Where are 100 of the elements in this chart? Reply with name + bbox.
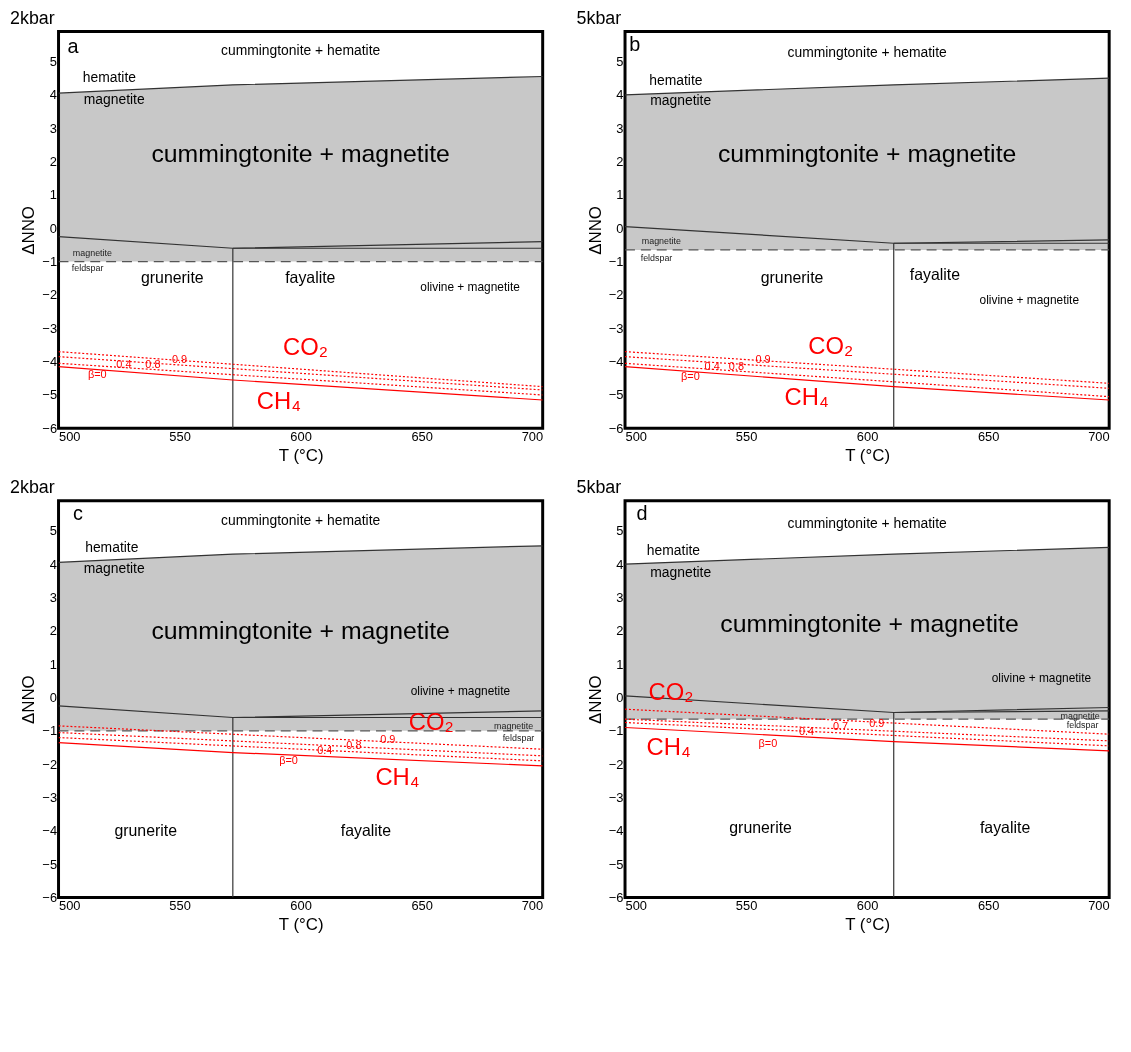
annotation: magnetite [650, 564, 712, 581]
y-axis-title: ΔNNO [585, 675, 605, 725]
x-tick-label: 650 [411, 428, 433, 444]
annotation: 0.8 [145, 357, 161, 370]
y-tick-label: −3 [608, 320, 624, 336]
y-tick-label: 5 [616, 53, 624, 69]
y-axis-title: ΔNNO [19, 206, 39, 255]
annotation: β=0 [758, 736, 778, 749]
x-axis-title: T (°C) [278, 445, 324, 465]
x-tick-label: 550 [735, 428, 758, 444]
annotation: cummingtonite + magnetite [151, 140, 450, 168]
x-tick-label: 700 [1088, 428, 1110, 444]
annotation: feldspar [1066, 720, 1099, 731]
annotation: 0.9 [171, 353, 188, 366]
y-tick-label: 0 [49, 220, 58, 236]
y-tick-label: 3 [616, 120, 624, 136]
x-tick-label: 700 [1088, 898, 1110, 914]
y-tick-label: 1 [49, 656, 58, 672]
y-tick-label: −2 [608, 756, 624, 772]
annotation: grunerite [760, 269, 824, 287]
x-tick-label: 500 [59, 428, 81, 444]
y-tick-label: 2 [616, 154, 624, 170]
x-tick-label: 650 [411, 898, 433, 914]
x-tick-label: 550 [735, 898, 758, 914]
annotation: 0.8 [728, 359, 744, 372]
x-tick-label: 650 [977, 428, 1000, 444]
annotation: olivine + magnetite [410, 683, 511, 698]
y-tick-label: −1 [608, 254, 624, 270]
annotation: feldspar [640, 253, 673, 264]
x-tick-label: 500 [625, 428, 648, 444]
y-tick-label: 0 [616, 220, 624, 236]
annotation: magnetite [72, 248, 113, 259]
x-axis-title: T (°C) [845, 445, 891, 465]
annotation: hematite [649, 72, 703, 89]
annotation: CO₂ [808, 331, 854, 359]
annotation: magnetite [494, 720, 534, 731]
y-tick-label: 3 [616, 589, 624, 605]
annotation: 0.7 [832, 720, 849, 733]
x-tick-label: 550 [169, 898, 191, 914]
y-tick-label: −4 [608, 354, 624, 370]
y-tick-label: 1 [49, 187, 58, 203]
annotation: 0.8 [346, 738, 362, 751]
annotation: CH₄ [646, 732, 691, 760]
y-tick-label: −6 [608, 890, 624, 906]
y-tick-label: 2 [49, 623, 58, 639]
annotation: CH₄ [375, 763, 420, 791]
y-tick-label: 5 [49, 53, 58, 69]
y-tick-label: 2 [49, 154, 58, 170]
y-tick-label: −1 [42, 254, 58, 270]
annotation: feldspar [71, 263, 104, 274]
x-tick-label: 600 [290, 428, 312, 444]
annotation: fayalite [979, 818, 1031, 836]
annotation: olivine + magnetite [979, 292, 1080, 307]
y-tick-label: −5 [42, 856, 58, 872]
annotation: cummingtonite + hematite [787, 44, 948, 61]
annotation: hematite [82, 69, 137, 86]
annotation: fayalite [285, 269, 336, 287]
annotation: cummingtonite + magnetite [151, 616, 450, 644]
annotation: olivine + magnetite [991, 671, 1092, 686]
y-axis-title: ΔNNO [19, 675, 39, 725]
annotation: cummingtonite + hematite [220, 511, 381, 528]
y-tick-label: −2 [608, 287, 624, 303]
annotation: magnetite [83, 90, 145, 107]
y-tick-label: −6 [42, 420, 58, 436]
x-axis-title: T (°C) [278, 914, 324, 934]
annotation: cummingtonite + hematite [220, 42, 381, 59]
y-tick-label: 1 [616, 656, 624, 672]
annotation: grunerite [141, 269, 204, 287]
y-tick-label: 4 [49, 87, 58, 103]
chart-title: 5kbar [576, 476, 622, 497]
annotation: feldspar [502, 732, 535, 743]
y-tick-label: 3 [49, 589, 58, 605]
y-tick-label: −5 [42, 387, 58, 403]
x-axis-title: T (°C) [845, 914, 891, 934]
y-tick-label: 5 [49, 523, 58, 539]
annotation: c [72, 502, 83, 525]
y-tick-label: −1 [42, 723, 58, 739]
annotation: b [629, 32, 641, 55]
y-tick-label: −3 [42, 790, 58, 806]
y-tick-label: −2 [42, 756, 58, 772]
chart-title: 2kbar [10, 7, 55, 28]
annotation: 0.9 [380, 733, 396, 746]
y-tick-label: 4 [616, 87, 624, 103]
annotation: a [67, 34, 80, 57]
annotation: grunerite [729, 818, 793, 836]
y-tick-label: −4 [42, 823, 58, 839]
y-tick-label: −5 [608, 856, 624, 872]
annotation: cummingtonite + magnetite [717, 140, 1017, 168]
annotation: CH₄ [784, 383, 829, 411]
y-tick-label: 0 [616, 689, 624, 705]
y-tick-label: 5 [616, 523, 624, 539]
y-tick-label: −4 [608, 823, 624, 839]
x-tick-label: 700 [521, 898, 544, 914]
annotation: CO₂ [648, 677, 694, 705]
annotation: 0.4 [317, 743, 333, 756]
y-tick-label: −6 [608, 420, 624, 436]
annotation: magnetite [650, 92, 712, 109]
x-tick-label: 700 [521, 428, 544, 444]
y-tick-label: 0 [49, 689, 58, 705]
y-tick-label: −4 [42, 354, 58, 370]
